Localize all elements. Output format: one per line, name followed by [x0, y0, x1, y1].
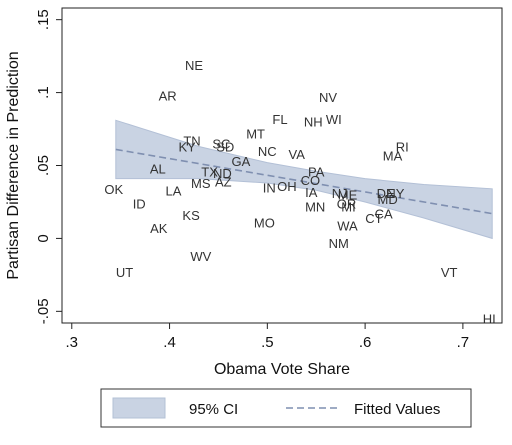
- state-point-hi: HI: [483, 312, 496, 327]
- state-point-mi: MI: [341, 199, 355, 214]
- state-point-mt: MT: [246, 126, 265, 141]
- state-point-ar: AR: [159, 89, 177, 104]
- x-tick-label: .7: [457, 334, 470, 351]
- x-tick-label: .5: [261, 334, 274, 351]
- state-point-az: AZ: [215, 175, 232, 190]
- state-point-ms: MS: [191, 176, 211, 191]
- state-point-ne: NE: [185, 58, 203, 73]
- state-point-sc: SC: [212, 137, 230, 152]
- state-point-mn: MN: [305, 199, 325, 214]
- state-point-ut: UT: [116, 265, 133, 280]
- y-tick-label: .15: [35, 9, 52, 30]
- x-axis-ticks: .3 .4 .5 .6 .7: [66, 323, 470, 351]
- ci-band-group: [115, 119, 493, 240]
- state-point-vt: VT: [441, 265, 458, 280]
- state-point-nc: NC: [258, 144, 277, 159]
- state-point-ky: KY: [179, 140, 197, 155]
- state-point-ct: CT: [365, 211, 382, 226]
- x-tick-label: .6: [359, 334, 372, 351]
- y-axis-title: Partisan Difference in Prediction: [5, 51, 22, 279]
- state-point-tn: TN: [183, 134, 200, 149]
- state-point-nj: NJ: [332, 186, 348, 201]
- ci-band: [115, 119, 493, 240]
- x-tick-label: .4: [163, 334, 176, 351]
- state-point-ca: CA: [375, 207, 393, 222]
- legend-ci-swatch: [112, 397, 166, 419]
- fitted-line-group: [115, 148, 493, 215]
- state-point-oh: OH: [277, 179, 297, 194]
- state-point-de: DE: [377, 186, 395, 201]
- x-tick-label: .3: [66, 334, 79, 351]
- state-point-wv: WV: [190, 249, 211, 264]
- state-point-id: ID: [133, 196, 146, 211]
- state-point-or: OR: [337, 196, 357, 211]
- legend: 95% CI Fitted Values: [100, 388, 472, 428]
- state-point-ks: KS: [182, 208, 200, 223]
- state-point-ma: MA: [383, 148, 403, 163]
- state-point-md: MD: [377, 192, 397, 207]
- state-point-nd: ND: [213, 166, 232, 181]
- y-tick-label: .05: [35, 155, 52, 176]
- state-point-nh: NH: [304, 115, 323, 130]
- state-point-in: IN: [263, 180, 276, 195]
- state-point-ok: OK: [104, 182, 123, 197]
- state-point-sd: SD: [216, 140, 234, 155]
- state-point-co: CO: [301, 173, 321, 188]
- state-point-ny: NY: [386, 186, 404, 201]
- state-point-al: AL: [150, 161, 166, 176]
- state-point-la: LA: [166, 183, 182, 198]
- state-point-fl: FL: [272, 112, 287, 127]
- state-point-ia: IA: [305, 185, 318, 200]
- state-point-wa: WA: [337, 218, 358, 233]
- legend-fitted-label: Fitted Values: [354, 401, 440, 418]
- legend-ci-label: 95% CI: [189, 401, 238, 418]
- state-point-ga: GA: [232, 154, 251, 169]
- state-point-pa: PA: [308, 164, 325, 179]
- y-tick-label: .1: [35, 86, 52, 99]
- y-tick-label: -.05: [35, 298, 52, 324]
- state-point-ri: RI: [396, 140, 409, 155]
- state-point-wi: WI: [326, 112, 342, 127]
- state-point-nv: NV: [319, 90, 337, 105]
- y-axis-ticks: -.05 0 .05 .1 .15: [35, 9, 62, 324]
- state-point-va: VA: [289, 147, 306, 162]
- state-point-ak: AK: [150, 221, 168, 236]
- fitted-line: [115, 148, 493, 215]
- x-axis-title: Obama Vote Share: [214, 361, 350, 378]
- state-point-mo: MO: [254, 215, 275, 230]
- state-point-tx: TX: [201, 164, 218, 179]
- state-point-nm: NM: [329, 236, 349, 251]
- y-tick-label: 0: [35, 234, 52, 242]
- state-point-me: ME: [338, 188, 358, 203]
